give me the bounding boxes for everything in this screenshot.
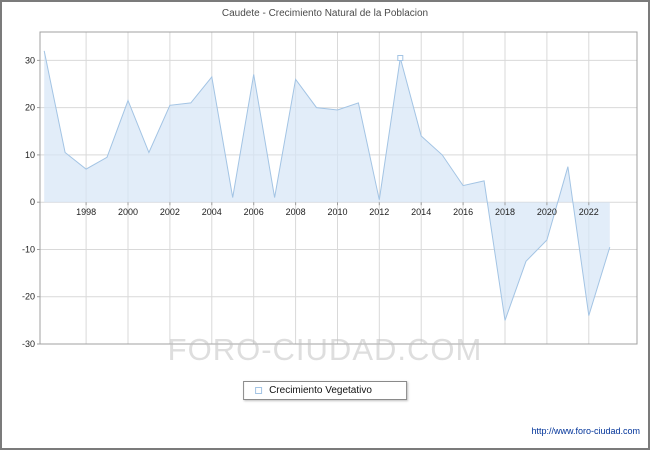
- x-tick-label: 2002: [160, 207, 180, 217]
- legend-swatch-icon: [255, 387, 263, 394]
- x-tick-label: 2022: [579, 207, 599, 217]
- series-line: [43, 50, 611, 321]
- x-tick-label: 2000: [118, 207, 138, 217]
- footer-link[interactable]: http://www.foro-ciudad.com: [531, 426, 640, 436]
- y-tick-label: 0: [30, 197, 35, 207]
- area-fill: [44, 50, 610, 321]
- legend-label: Crecimiento Vegetativo: [269, 385, 372, 396]
- y-tick-label: 20: [25, 103, 35, 113]
- y-tick-label: 30: [25, 55, 35, 65]
- x-tick-label: 2010: [327, 207, 347, 217]
- y-tick-label: 10: [25, 150, 35, 160]
- data-point-marker: [397, 55, 404, 61]
- chart-title: Caudete - Crecimiento Natural de la Pobl…: [221, 8, 429, 19]
- x-tick-label: 1998: [76, 207, 96, 217]
- y-tick-label: -10: [22, 245, 35, 255]
- x-tick-label: 2016: [453, 207, 473, 217]
- x-tick-label: 2018: [495, 207, 515, 217]
- plot-border: [39, 31, 638, 345]
- x-tick-label: 2006: [244, 207, 264, 217]
- y-tick-label: -30: [22, 339, 35, 349]
- x-tick-label: 2020: [537, 207, 557, 217]
- y-tick-label: -20: [22, 292, 35, 302]
- x-tick-label: 2008: [286, 207, 306, 217]
- x-tick-label: 2004: [202, 207, 222, 217]
- legend: Crecimiento Vegetativo: [243, 381, 407, 400]
- x-tick-label: 2012: [369, 207, 389, 217]
- x-tick-label: 2014: [411, 207, 431, 217]
